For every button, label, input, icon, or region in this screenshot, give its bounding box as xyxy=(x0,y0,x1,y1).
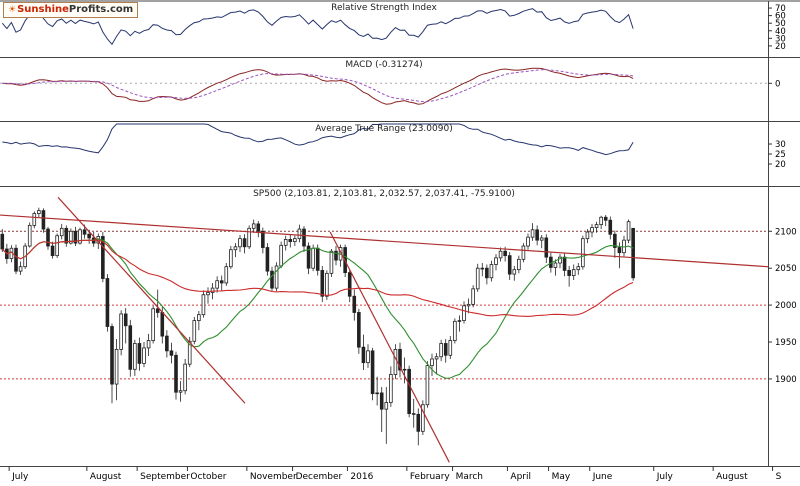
rsi-line xyxy=(1,8,634,46)
support-resistance-levels xyxy=(0,230,768,380)
sma-fast-line xyxy=(1,238,634,379)
svg-text:2000: 2000 xyxy=(775,301,797,311)
trend-lines xyxy=(0,196,769,463)
svg-text:50: 50 xyxy=(775,19,786,29)
svg-text:S: S xyxy=(776,472,782,482)
chart-frame xyxy=(0,0,800,467)
sun-icon: ☀ xyxy=(8,5,17,15)
macd-line xyxy=(2,67,634,105)
svg-text:September: September xyxy=(140,472,190,482)
time-axis-labels: July August September October NovemberDecemb… xyxy=(8,466,782,482)
svg-text:25: 25 xyxy=(775,150,786,160)
svg-text:20: 20 xyxy=(775,42,786,52)
svg-text:May: May xyxy=(552,472,571,482)
svg-text:August: August xyxy=(716,472,748,482)
brand-name-dark: Profits.com xyxy=(68,4,134,15)
svg-text:December: December xyxy=(296,472,343,482)
svg-text:1950: 1950 xyxy=(775,338,797,348)
svg-text:February: February xyxy=(410,472,451,482)
svg-text:August: August xyxy=(90,472,122,482)
svg-text:March: March xyxy=(456,472,483,482)
svg-text:70: 70 xyxy=(775,4,786,14)
svg-text:2050: 2050 xyxy=(775,264,797,274)
atr-line xyxy=(2,123,634,156)
macd-signal-line xyxy=(2,69,634,103)
svg-text:40: 40 xyxy=(775,27,786,37)
svg-text:November: November xyxy=(250,472,297,482)
svg-text:30: 30 xyxy=(775,34,786,44)
svg-text:60: 60 xyxy=(775,12,786,22)
brand-name-red: Sunshine xyxy=(17,4,69,15)
svg-text:2016: 2016 xyxy=(350,472,373,482)
svg-text:0: 0 xyxy=(775,79,780,89)
svg-text:October: October xyxy=(190,472,226,482)
svg-text:July: July xyxy=(11,472,29,482)
svg-text:June: June xyxy=(592,472,613,482)
svg-text:2100: 2100 xyxy=(775,227,797,237)
brand-logo[interactable]: ☀SunshineProfits.com xyxy=(3,2,139,18)
svg-text:20: 20 xyxy=(775,160,786,170)
svg-text:1900: 1900 xyxy=(775,375,797,385)
candlesticks xyxy=(0,207,635,446)
sma-slow-line xyxy=(1,239,634,317)
svg-text:July: July xyxy=(656,472,674,482)
svg-text:April: April xyxy=(510,472,531,482)
svg-text:30: 30 xyxy=(775,140,786,150)
